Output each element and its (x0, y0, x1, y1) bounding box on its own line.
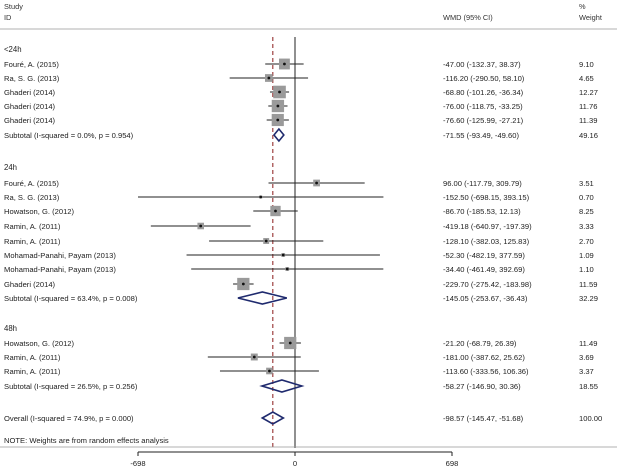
study-point-estimate (268, 369, 271, 373)
study-point-estimate (288, 341, 292, 345)
study-weight: 11.49 (579, 339, 597, 348)
study-ci-text: -152.50 (-698.15, 393.15) (443, 193, 530, 202)
study-label: Howatson, G. (2012) (4, 207, 75, 216)
column-header-wmd: WMD (95% CI) (443, 13, 493, 22)
subtotal-weight: 49.16 (579, 131, 598, 140)
study-point-estimate (199, 224, 203, 228)
study-label: Ramin, A. (2011) (4, 367, 61, 376)
study-ci-text: -116.20 (-290.50, 58.10) (443, 74, 525, 83)
subtotal-label: Subtotal (I-squared = 0.0%, p = 0.954) (4, 131, 134, 140)
study-label: Ghaderi (2014) (4, 88, 56, 97)
overall-label: Overall (I-squared = 74.9%, p = 0.000) (4, 414, 134, 423)
subtotal-diamond (272, 127, 285, 143)
subtotal-label: Subtotal (I-squared = 63.4%, p = 0.008) (4, 294, 138, 303)
study-ci-text: -229.70 (-275.42, -183.98) (443, 280, 532, 289)
study-ci-text: -76.60 (-125.99, -27.21) (443, 116, 524, 125)
group-label: 24h (4, 163, 17, 172)
study-point-estimate (276, 104, 280, 108)
study-ci-text: -34.40 (-461.49, 392.69) (443, 265, 525, 274)
study-ci-text: -86.70 (-185.53, 12.13) (443, 207, 521, 216)
subtotal-diamond (237, 291, 287, 305)
study-weight: 3.37 (579, 367, 594, 376)
study-label: Ramin, A. (2011) (4, 237, 61, 246)
overall-weight: 100.00 (579, 414, 602, 423)
study-weight: 8.25 (579, 207, 594, 216)
study-point-estimate (281, 253, 285, 257)
footnote: NOTE: Weights are from random effects an… (4, 436, 169, 445)
study-weight: 12.27 (579, 88, 598, 97)
study-ci-text: -76.00 (-118.75, -33.25) (443, 102, 523, 111)
study-point-estimate (283, 62, 286, 66)
study-weight: 1.10 (579, 265, 594, 274)
study-label: Ghaderi (2014) (4, 102, 56, 111)
study-label: Ghaderi (2014) (4, 280, 56, 289)
study-ci-text: -47.00 (-132.37, 38.37) (443, 60, 521, 69)
study-point-estimate (274, 209, 277, 213)
study-ci-text: 96.00 (-117.79, 309.79) (443, 179, 522, 188)
column-header-id: ID (4, 13, 11, 22)
study-point-estimate (259, 195, 263, 199)
study-weight: 11.39 (579, 116, 597, 125)
overall-ci-text: -98.57 (-145.47, -51.68) (443, 414, 524, 423)
study-ci-text: -52.30 (-482.19, 377.59) (443, 251, 525, 260)
subtotal-ci-text: -71.55 (-93.49, -49.60) (443, 131, 519, 140)
subtotal-weight: 18.55 (579, 382, 598, 391)
study-label: Mohamad-Panahi, Payam (2013) (4, 265, 116, 274)
subtotal-ci-text: -58.27 (-146.90, 30.36) (443, 382, 521, 391)
study-point-estimate (278, 90, 281, 94)
study-ci-text: -68.80 (-101.26, -36.34) (443, 88, 524, 97)
study-weight: 1.09 (579, 251, 594, 260)
study-weight: 11.76 (579, 102, 597, 111)
subtotal-label: Subtotal (I-squared = 26.5%, p = 0.256) (4, 382, 138, 391)
study-ci-text: -113.60 (-333.56, 106.36) (443, 367, 529, 376)
subtotal-diamond (259, 379, 305, 393)
subtotal-ci-text: -145.05 (-253.67, -36.43) (443, 294, 528, 303)
x-tick-label: 0 (293, 459, 297, 468)
study-ci-text: -419.18 (-640.97, -197.39) (443, 222, 532, 231)
study-label: Fouré, A. (2015) (4, 179, 59, 188)
group-label: 48h (4, 324, 17, 333)
study-label: Ra, S. G. (2013) (4, 74, 60, 83)
column-header-weight: Weight (579, 13, 602, 22)
study-weight: 2.70 (579, 237, 594, 246)
study-point-estimate (264, 239, 268, 243)
subtotal-weight: 32.29 (579, 294, 598, 303)
group-label: <24h (4, 45, 22, 54)
study-point-estimate (315, 181, 318, 185)
study-weight: 3.33 (579, 222, 594, 231)
x-tick-label: -698 (130, 459, 145, 468)
study-weight: 0.70 (579, 193, 594, 202)
study-ci-text: -21.20 (-68.79, 26.39) (443, 339, 517, 348)
forest-rows: <24h Fouré, A. (2015) -47.00 (-132.37, 38.… (4, 37, 602, 448)
study-point-estimate (241, 282, 245, 286)
study-weight: 11.59 (579, 280, 597, 289)
column-header-percent: % (579, 2, 586, 11)
study-label: Howatson, G. (2012) (4, 339, 75, 348)
column-header-study: Study (4, 2, 23, 11)
study-point-estimate (276, 118, 280, 122)
study-weight: 4.65 (579, 74, 594, 83)
study-label: Ra, S. G. (2013) (4, 193, 60, 202)
study-label: Mohamad-Panahi, Payam (2013) (4, 251, 116, 260)
study-ci-text: -181.00 (-387.62, 25.62) (443, 353, 525, 362)
study-weight: 9.10 (579, 60, 594, 69)
x-axis: -698 0 698 (130, 451, 459, 468)
study-label: Ghaderi (2014) (4, 116, 56, 125)
x-tick-label: 698 (446, 459, 459, 468)
study-label: Fouré, A. (2015) (4, 60, 59, 69)
study-point-estimate (267, 76, 271, 80)
study-ci-text: -128.10 (-382.03, 125.83) (443, 237, 530, 246)
study-weight: 3.51 (579, 179, 594, 188)
study-weight: 3.69 (579, 353, 594, 362)
study-point-estimate (252, 355, 256, 359)
study-label: Ramin, A. (2011) (4, 353, 61, 362)
study-point-estimate (285, 267, 289, 271)
overall-diamond (260, 411, 285, 425)
study-label: Ramin, A. (2011) (4, 222, 61, 231)
